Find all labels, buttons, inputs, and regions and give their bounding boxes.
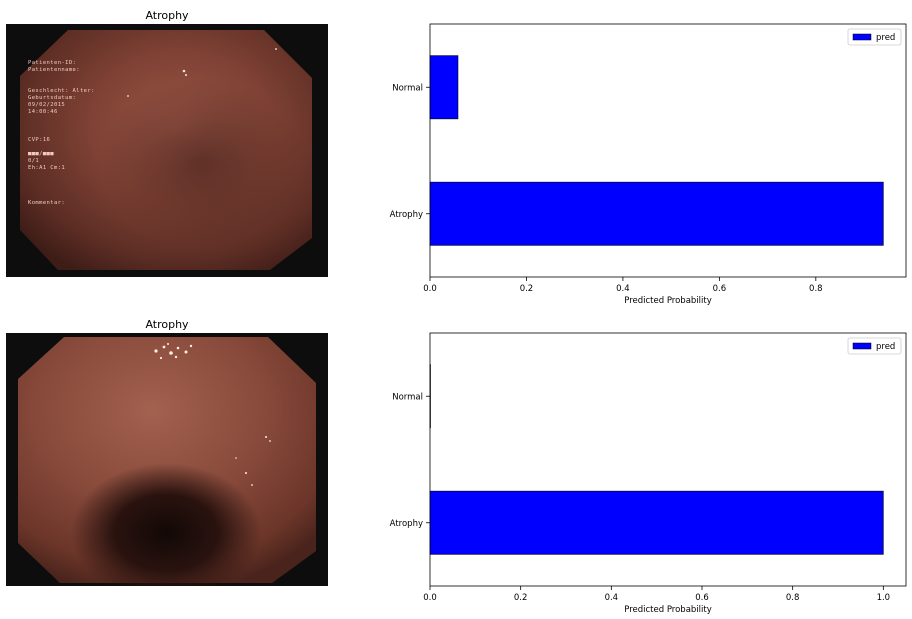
y-tick-label: Normal	[392, 83, 423, 93]
image-title-1: Atrophy	[145, 9, 189, 22]
endoscopy-image-1: Patienten-ID: Patientenname: Geschlecht: A…	[6, 24, 328, 277]
bar-atrophy	[429, 181, 884, 246]
overlay-line: 14:00:46	[28, 109, 58, 115]
legend-swatch	[852, 342, 872, 350]
x-tick-label: 0.4	[605, 593, 619, 603]
overlay-line: Patientenname:	[28, 67, 80, 73]
legend-label: pred	[876, 33, 895, 43]
legend-swatch	[852, 33, 872, 41]
x-tick-label: 0.2	[514, 593, 528, 603]
x-tick-label: 0.2	[520, 284, 534, 294]
x-tick-label: 0.6	[695, 593, 709, 603]
x-tick-label: 0.4	[616, 284, 630, 294]
plot-frame	[429, 332, 907, 587]
y-tick-label: Normal	[392, 392, 423, 402]
legend-label: pred	[876, 342, 895, 352]
plot-frame	[429, 23, 907, 278]
bar-normal	[429, 55, 459, 120]
x-tick-label: 0.6	[713, 284, 727, 294]
x-tick-label: 0.0	[423, 284, 437, 294]
probability-chart-1: Atrophy Normal 0.0 0.2 0.4 0.6 0.8 Predicted Pr…	[380, 0, 912, 306]
y-tick-label: Atrophy	[390, 519, 423, 529]
legend: pred	[847, 337, 902, 355]
overlay-line: Eh:A1 Cm:1	[28, 165, 65, 171]
legend-box	[847, 28, 902, 46]
probability-chart-2: Atrophy Normal 0.0 0.2 0.4 0.6 0.8 1.0 Predicted…	[380, 309, 912, 615]
lumen	[71, 463, 261, 586]
x-tick-label: 0.8	[809, 284, 823, 294]
overlay-line: 09/02/2015	[28, 102, 65, 108]
overlay-line: CVP:16	[28, 137, 50, 143]
overlay-line: Patienten-ID:	[28, 60, 76, 66]
patient-info-overlay-1: Patienten-ID:Patientenname: Geschlecht: A…	[28, 60, 95, 206]
x-tick-label: 0.8	[786, 593, 800, 603]
overlay-line: Kommentar:	[28, 200, 65, 206]
x-axis-label: Predicted Probability	[624, 605, 712, 615]
x-tick-label: 1.0	[877, 593, 891, 603]
bar-atrophy	[429, 490, 884, 555]
endoscopy-image-2	[6, 333, 328, 586]
overlay-line: Geschlecht: Alter:	[28, 88, 95, 94]
image-title-2: Atrophy	[145, 318, 189, 331]
overlay-line: 0/1	[28, 158, 39, 164]
overlay-line: Geburtsdatum:	[28, 95, 76, 101]
x-axis-label: Predicted Probability	[624, 296, 712, 306]
overlay-bar-line: ■■■/■■■	[28, 151, 54, 157]
y-tick-label: Atrophy	[390, 210, 423, 220]
legend-box	[847, 337, 902, 355]
x-tick-label: 0.0	[423, 593, 437, 603]
legend: pred	[847, 28, 902, 46]
